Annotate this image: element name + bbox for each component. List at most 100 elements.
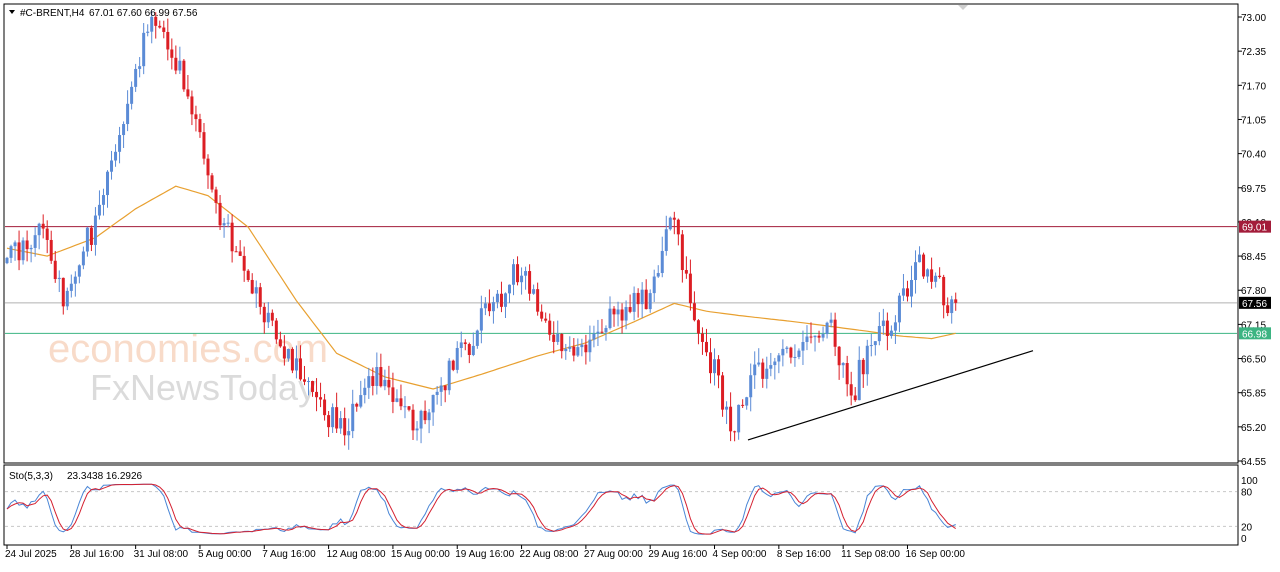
price-tick-label: 71.05 bbox=[1241, 115, 1266, 126]
candle bbox=[250, 273, 254, 295]
candle-body bbox=[335, 407, 339, 429]
indicator-values: 23.3438 16.2926 bbox=[67, 471, 143, 482]
candle bbox=[765, 356, 769, 389]
candle-body bbox=[250, 279, 254, 294]
candle-body bbox=[749, 375, 753, 398]
candle bbox=[512, 259, 516, 296]
candle-body bbox=[130, 86, 134, 104]
candle bbox=[556, 320, 560, 345]
candle-body bbox=[142, 32, 146, 67]
time-tick-label: 28 Jul 16:00 bbox=[69, 549, 124, 560]
candle bbox=[315, 378, 319, 412]
candle bbox=[93, 207, 97, 256]
candle-body bbox=[230, 222, 234, 252]
candle bbox=[194, 105, 198, 132]
watermark-fxnewstoday: FxNewsToday bbox=[90, 367, 316, 408]
candle bbox=[817, 330, 821, 343]
candle bbox=[656, 265, 660, 278]
candle bbox=[467, 342, 471, 364]
candle-body bbox=[781, 348, 785, 356]
candle-body bbox=[150, 16, 154, 32]
horizontal-lines bbox=[5, 226, 1237, 334]
ma-line bbox=[6, 185, 956, 390]
candle-body bbox=[415, 428, 419, 431]
candle-body bbox=[174, 57, 178, 71]
price-tick-label: 67.15 bbox=[1241, 320, 1266, 331]
candle bbox=[930, 257, 934, 289]
price-tick-label: 65.85 bbox=[1241, 389, 1266, 400]
candle-body bbox=[696, 320, 700, 334]
candle bbox=[339, 411, 343, 434]
candle-body bbox=[552, 334, 556, 342]
candle bbox=[769, 352, 773, 377]
candle bbox=[61, 277, 65, 315]
dropdown-triangle-icon[interactable] bbox=[9, 10, 15, 14]
candle-body bbox=[286, 348, 290, 359]
candle-body bbox=[467, 344, 471, 355]
indicator-name: Sto(5,3,3) bbox=[9, 471, 53, 482]
candle bbox=[922, 252, 926, 279]
candle-body bbox=[672, 217, 676, 220]
candle-body bbox=[938, 275, 942, 277]
candle bbox=[825, 321, 829, 339]
candle bbox=[142, 23, 146, 75]
candle bbox=[893, 315, 897, 344]
candle-body bbox=[773, 361, 777, 366]
candle-body bbox=[431, 394, 435, 413]
candle-body bbox=[769, 365, 773, 369]
candle-body bbox=[17, 242, 21, 261]
candle bbox=[600, 319, 604, 334]
candle-body bbox=[355, 403, 359, 407]
candle bbox=[49, 230, 53, 264]
candle bbox=[455, 341, 459, 374]
candle-body bbox=[202, 132, 206, 159]
price-label-ma: 66.98 bbox=[1242, 329, 1267, 340]
candle-body bbox=[580, 344, 584, 348]
candle bbox=[29, 244, 33, 263]
candle bbox=[508, 284, 511, 303]
candle bbox=[427, 408, 431, 434]
candle-body bbox=[455, 347, 459, 370]
candle bbox=[536, 282, 540, 316]
shift-marker-icon[interactable] bbox=[958, 5, 968, 10]
candle bbox=[138, 57, 142, 78]
candle-body bbox=[5, 257, 9, 264]
candle bbox=[9, 244, 13, 264]
candle-body bbox=[411, 409, 415, 431]
candle-body bbox=[556, 333, 560, 342]
candle bbox=[25, 230, 29, 262]
candle bbox=[640, 282, 644, 319]
candle bbox=[89, 225, 93, 252]
candle bbox=[97, 190, 101, 220]
candle-body bbox=[379, 367, 383, 387]
candle bbox=[270, 309, 274, 327]
candle bbox=[69, 274, 73, 298]
time-tick-label: 27 Aug 00:00 bbox=[584, 549, 643, 560]
time-tick-label: 31 Jul 08:00 bbox=[134, 549, 189, 560]
candle-body bbox=[845, 363, 849, 385]
candle-body bbox=[757, 362, 761, 365]
watermark-economies: economies.com bbox=[48, 327, 328, 371]
candle-body bbox=[182, 60, 186, 90]
candle bbox=[696, 319, 700, 345]
time-tick-label: 15 Aug 00:00 bbox=[391, 549, 450, 560]
candle-body bbox=[222, 223, 226, 226]
candle bbox=[721, 372, 725, 417]
candle bbox=[319, 382, 323, 408]
candle-body bbox=[950, 299, 954, 314]
candle-body bbox=[692, 303, 696, 321]
candle-body bbox=[53, 260, 57, 280]
candle-body bbox=[922, 254, 926, 277]
candle-body bbox=[459, 342, 463, 348]
candle-body bbox=[680, 234, 684, 271]
time-tick-label: 22 Aug 08:00 bbox=[520, 549, 579, 560]
candle-body bbox=[881, 320, 885, 327]
candle bbox=[347, 418, 351, 450]
candle bbox=[841, 362, 845, 378]
candle bbox=[423, 400, 427, 425]
candle bbox=[479, 295, 483, 344]
candle bbox=[45, 220, 49, 254]
